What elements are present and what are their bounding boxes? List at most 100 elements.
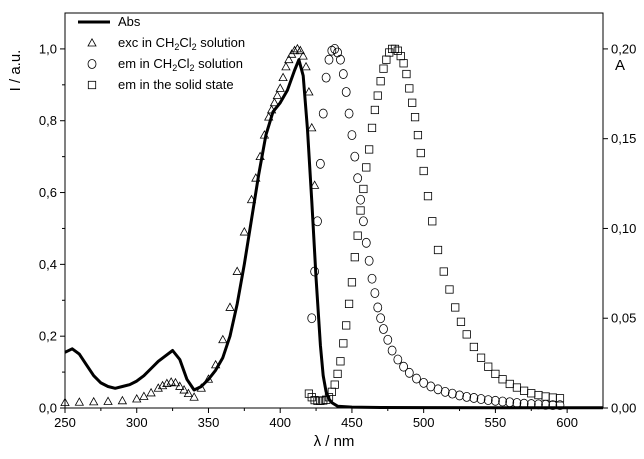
exc-point <box>117 395 128 405</box>
exc-point <box>259 130 270 139</box>
legend-label-part: exc in CH <box>118 35 174 50</box>
em-solution-point <box>469 393 479 403</box>
em-solid-point <box>405 84 414 93</box>
exc-point <box>284 54 294 64</box>
legend-label-part: solution <box>195 56 243 71</box>
exc-point <box>183 388 194 398</box>
em-solid-point <box>342 321 351 330</box>
em-solution-point <box>356 194 365 205</box>
em-solid-point <box>527 389 536 398</box>
em-solid-point <box>350 253 359 262</box>
em-solid-point <box>365 145 374 154</box>
axes-layer: 250 300 350 400 450 500 550 600 0,0 0,2 0,4 0,6 0,8 1… <box>7 41 636 450</box>
exc-point <box>166 377 176 386</box>
series-layer <box>60 43 603 411</box>
exc-point <box>251 173 261 182</box>
em-solution-point <box>399 361 408 372</box>
exc-point <box>295 45 305 55</box>
em-solution-point <box>433 384 443 395</box>
em-solution-point <box>341 87 351 97</box>
em-solid-point <box>379 64 388 73</box>
em-solid-point <box>382 55 391 64</box>
x-tick-label: 500 <box>413 415 435 430</box>
em-solid-point <box>410 113 420 122</box>
em-solution-point <box>490 395 500 406</box>
em-solution-point <box>462 391 472 402</box>
em-solid-point <box>484 362 493 371</box>
em-solid-point <box>456 317 466 326</box>
x-tick-label: 350 <box>198 415 220 430</box>
em-solution-point <box>387 345 397 356</box>
legend-label-part: 2 <box>192 42 197 52</box>
em-solution-point <box>419 377 429 388</box>
em-solution-point <box>373 302 383 313</box>
em-solution-point <box>476 394 486 404</box>
em-solution-point <box>333 47 342 58</box>
y-right-axis-label: A <box>615 57 625 74</box>
exc-point <box>132 393 142 403</box>
em-solution-point <box>324 54 334 65</box>
legend-swatch <box>87 59 97 69</box>
em-solid-point <box>336 357 345 366</box>
em-solution-point <box>379 324 388 334</box>
legend-swatch <box>87 37 97 47</box>
legend-label-part: Cl <box>179 35 191 50</box>
exc-point <box>210 359 221 369</box>
em-solution-point <box>318 108 328 119</box>
em-solid-point <box>548 393 557 402</box>
exc-point <box>275 83 285 92</box>
em-solid-point <box>428 217 437 226</box>
em-solid-point <box>423 192 433 201</box>
y-right-tick-label: 0,10 <box>611 221 636 236</box>
em-solution-point <box>321 72 331 83</box>
em-solid-point <box>399 59 408 68</box>
em-solid-point <box>347 278 357 287</box>
y-right-tick-label: 0,20 <box>611 41 636 56</box>
x-tick-label: 550 <box>485 415 507 430</box>
em-solution-point <box>353 173 363 184</box>
exc-point <box>309 180 320 189</box>
em-solution-point <box>327 45 337 56</box>
exc-point <box>162 378 172 387</box>
em-solid-point <box>419 166 428 176</box>
em-solution-point <box>455 390 464 401</box>
legend-label-part: 2 <box>172 63 177 73</box>
exc-point <box>272 90 283 99</box>
em-solid-point <box>390 44 400 54</box>
exc-point <box>89 396 99 406</box>
em-solid-point <box>393 46 402 55</box>
em-solid-point <box>367 123 377 133</box>
exc-point <box>266 104 277 114</box>
em-solution-point <box>393 354 403 365</box>
exc-point <box>239 227 250 236</box>
legend-label: exc in CH2Cl2 solution <box>118 35 245 52</box>
em-solid-point <box>469 342 478 352</box>
em-solid-point <box>344 299 354 308</box>
em-solid-point <box>534 390 543 400</box>
exc-point <box>179 385 189 394</box>
em-solid-series <box>304 44 565 405</box>
em-solid-point <box>87 80 97 90</box>
em-solid-point <box>462 330 471 339</box>
em-solution-point <box>519 398 529 409</box>
legend-label-part: 2 <box>174 42 179 52</box>
em-solid-point <box>413 130 423 140</box>
em-solution-point <box>404 367 414 378</box>
exc-point <box>298 51 308 60</box>
em-solid-point <box>476 353 486 362</box>
legend-label: em in CH2Cl2 solution <box>118 56 243 73</box>
em-solid-point <box>555 394 565 403</box>
exc-point <box>103 396 113 405</box>
em-solution-series <box>307 44 565 411</box>
em-solid-point <box>451 303 460 312</box>
x-tick-label: 450 <box>341 415 363 430</box>
em-solid-point <box>370 105 379 115</box>
em-solution-point <box>548 400 558 411</box>
em-solid-point <box>333 369 342 378</box>
em-solution-point <box>512 398 522 408</box>
em-solid-point <box>439 267 448 276</box>
legend-label-part: em in CH <box>118 56 172 71</box>
legend-label: Abs <box>118 14 141 29</box>
em-solution-point <box>313 216 322 227</box>
em-solid-point <box>319 396 328 405</box>
